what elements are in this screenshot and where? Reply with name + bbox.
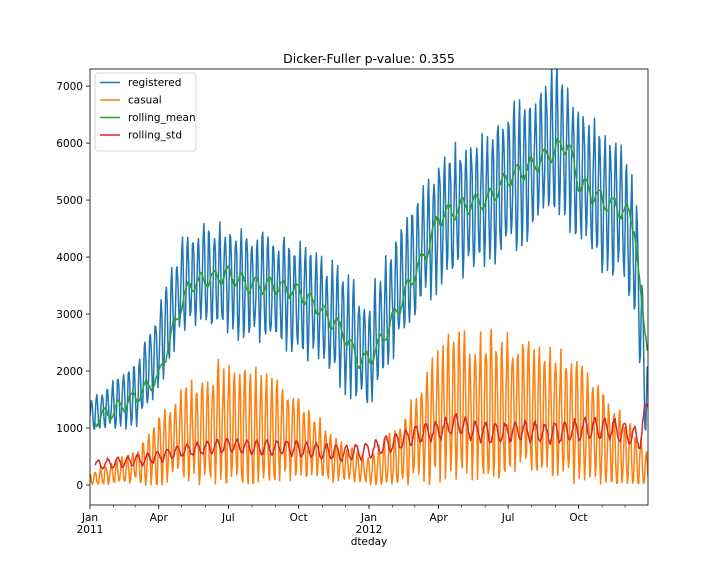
x-tick-label: Jan	[81, 512, 98, 524]
y-tick-label: 6000	[56, 138, 83, 150]
y-tick-label: 3000	[56, 309, 83, 321]
legend-label-rolling-std: rolling_std	[128, 130, 182, 142]
legend-label-rolling-mean: rolling_mean	[128, 112, 196, 124]
legend-label-registered: registered	[128, 77, 181, 89]
x-tick-label: Jan	[360, 512, 377, 524]
legend-box	[94, 72, 197, 152]
chart-title: Dicker-Fuller p-value: 0.355	[283, 51, 455, 66]
x-tick-label: Jul	[221, 512, 235, 524]
x-tick-label: Oct	[290, 512, 308, 524]
x-tick-label: Oct	[569, 512, 587, 524]
y-tick-label: 2000	[56, 366, 83, 378]
x-tick-label: Jul	[501, 512, 515, 524]
legend: registered casual rolling_mean rolling_std	[94, 72, 197, 152]
legend-label-casual: casual	[128, 95, 162, 107]
series-line-rolling-mean	[94, 138, 648, 428]
x-tick-year-label: 2012	[356, 524, 383, 536]
series-layer	[90, 69, 648, 486]
y-tick-label: 1000	[56, 423, 83, 435]
x-axis-label: dteday	[351, 536, 388, 548]
y-tick-label: 0	[76, 480, 83, 492]
x-tick-label: Apr	[429, 512, 448, 524]
series-line-registered	[90, 69, 648, 431]
y-tick-label: 7000	[56, 81, 83, 93]
y-tick-label: 4000	[56, 252, 83, 264]
series-line-rolling-std	[94, 403, 648, 470]
y-tick-label: 5000	[56, 195, 83, 207]
series-line-casual	[90, 328, 648, 486]
x-tick-label: Apr	[150, 512, 169, 524]
x-tick-year-label: 2011	[77, 524, 104, 536]
